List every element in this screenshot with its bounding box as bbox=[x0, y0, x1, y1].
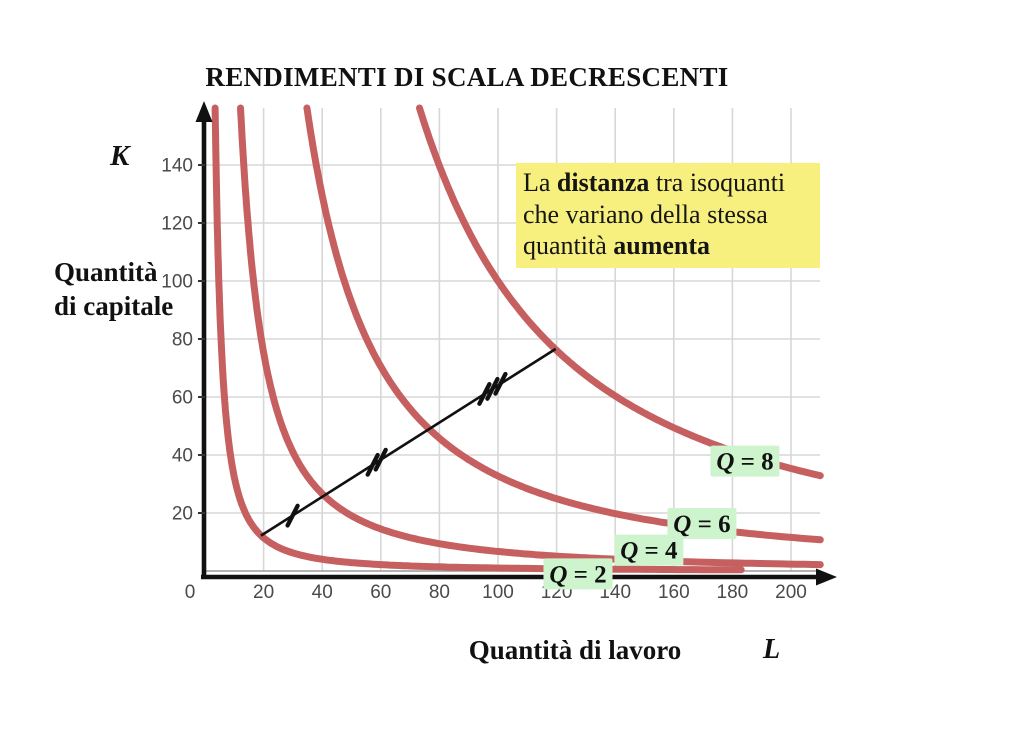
y-axis-arrowhead bbox=[195, 101, 213, 122]
y-tick-label: 40 bbox=[172, 446, 193, 467]
ray-hatch-mark bbox=[285, 503, 300, 528]
annotation-bold-word: distanza bbox=[556, 168, 650, 197]
annotation-text: che variano della stessa bbox=[523, 199, 768, 229]
y-tick-label: 20 bbox=[172, 504, 193, 525]
x-tick-label: 200 bbox=[775, 582, 807, 603]
q-label-text-q6: Q = 6 bbox=[673, 511, 730, 538]
ray-hatch-mark bbox=[485, 376, 500, 401]
x-tick-label: 160 bbox=[658, 582, 690, 603]
q-label-box-q8 bbox=[710, 445, 780, 477]
x-axis-name: Quantità di lavoro bbox=[468, 635, 682, 665]
q-label-text-q2: Q = 2 bbox=[549, 561, 606, 588]
annotation-line: che variano della stessa bbox=[523, 199, 812, 231]
x-tick-label: 60 bbox=[370, 582, 391, 603]
ray-hatch-mark bbox=[493, 371, 508, 396]
y-tick-label: 120 bbox=[161, 214, 193, 235]
annotation-line: quantità aumenta bbox=[523, 230, 812, 262]
y-tick-label: 140 bbox=[161, 156, 193, 177]
annotation-text: La bbox=[523, 168, 557, 197]
ray-hatch-mark bbox=[365, 452, 380, 477]
y-axis-name-line1: Quantità bbox=[54, 257, 158, 287]
y-axis-name-line2: di capitale bbox=[54, 291, 174, 321]
annotation-bold-word: aumenta bbox=[613, 231, 711, 260]
isoquant-curve-q6 bbox=[303, 104, 824, 544]
ray-hatch-mark bbox=[477, 382, 492, 406]
y-axis-symbol: K bbox=[110, 140, 130, 172]
x-tick-label: 180 bbox=[717, 582, 749, 603]
x-axis-symbol: L bbox=[763, 634, 781, 665]
x-tick-label: 100 bbox=[482, 582, 514, 603]
q-label-text-q8: Q = 8 bbox=[716, 449, 773, 476]
annotation-text: tra isoquanti bbox=[649, 168, 786, 197]
chart-title: RENDIMENTI DI SCALA DECRESCENTI bbox=[205, 62, 729, 92]
annotation-line: La distanza tra isoquanti bbox=[523, 167, 812, 199]
isoquant-curve-q4 bbox=[237, 104, 824, 569]
x-tick-label: 40 bbox=[312, 582, 333, 603]
annotation-box: La distanza tra isoquanti che variano del… bbox=[516, 163, 820, 268]
expansion-ray bbox=[260, 347, 557, 537]
y-tick-label: 100 bbox=[161, 272, 193, 293]
expansion-ray-layer bbox=[260, 347, 557, 537]
y-tick-label: 60 bbox=[172, 388, 193, 409]
isoquant-label-layer: Q = 2 Q = 4Q = 6 Q = 8 bbox=[543, 445, 780, 590]
x-tick-label: 80 bbox=[429, 582, 450, 603]
x-axis-arrowhead bbox=[816, 568, 837, 586]
axes-layer bbox=[195, 101, 837, 586]
q-label-box-q6 bbox=[667, 507, 737, 539]
y-tick-label: 80 bbox=[172, 330, 193, 351]
q-label-box-q2 bbox=[543, 558, 613, 590]
ray-hatch-mark bbox=[373, 447, 388, 472]
q-label-box-q4 bbox=[614, 534, 684, 566]
x-tick-label: 0 bbox=[185, 582, 196, 603]
x-tick-label: 20 bbox=[253, 582, 274, 603]
annotation-text: quantità bbox=[523, 231, 614, 260]
isoquant-curve-q2 bbox=[211, 104, 745, 574]
y-axis-name: Quantità di capitale bbox=[54, 255, 173, 323]
q-label-text-q4: Q = 4 bbox=[620, 538, 678, 565]
